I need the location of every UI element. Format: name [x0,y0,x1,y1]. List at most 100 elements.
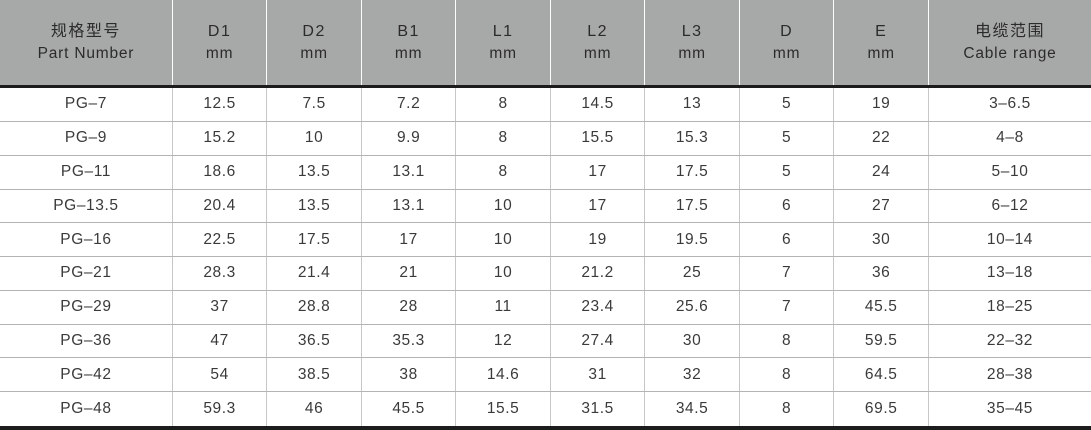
value-cell: 31 [549,357,645,393]
part-number-cell: PG–42 [0,357,173,393]
value-cell: 8 [738,357,834,393]
header-label-secondary: mm [300,44,328,62]
table-row: PG–11 18.6 13.5 13.1 8 17 17.5 5 24 5–10 [0,155,1091,190]
part-number-cell: PG–9 [0,121,173,156]
value-cell: 36 [833,256,929,291]
value-cell: 7.5 [266,86,362,123]
header-label-primary: L3 [681,22,703,40]
value-cell: 13–18 [927,256,1091,291]
value-cell: 21.2 [549,256,645,291]
value-cell: 20.4 [171,189,267,224]
table-row: PG–9 15.2 10 9.9 8 15.5 15.3 5 22 4–8 [0,121,1091,156]
part-number-cell: PG–36 [0,324,173,359]
header-label-secondary: Cable range [963,44,1057,62]
value-cell: 22 [833,121,929,156]
value-cell: 5–10 [927,155,1091,190]
value-cell: 30 [833,222,929,258]
value-cell: 47 [171,324,267,359]
part-number-cell: PG–16 [0,222,173,258]
value-cell: 12 [455,324,551,359]
table-row: PG–16 22.5 17.5 17 10 19 19.5 6 30 10–14 [0,222,1091,258]
header-cell-d2: D2 mm [266,0,362,88]
value-cell: 28–38 [927,357,1091,393]
value-cell: 19 [833,86,929,123]
header-label-primary: 规格型号 [50,22,121,40]
header-cell-b1: B1 mm [360,0,456,88]
value-cell: 13 [644,86,740,123]
part-number-cell: PG–48 [0,391,173,430]
value-cell: 13.5 [266,155,362,190]
part-number-cell: PG–13.5 [0,189,173,224]
value-cell: 5 [738,155,834,190]
header-label-secondary: Part Number [37,44,135,62]
value-cell: 25.6 [644,290,740,325]
value-cell: 35–45 [927,391,1091,430]
value-cell: 10 [455,189,551,224]
value-cell: 15.3 [644,121,740,156]
header-label-primary: 电缆范围 [974,22,1045,40]
header-row: 规格型号 Part Number D1 mm D2 mm B1 mm L1 mm L2 mm L3 mm D… [0,0,1091,88]
value-cell: 22–32 [927,324,1091,359]
value-cell: 7 [738,290,834,325]
header-label-secondary: mm [205,44,234,62]
value-cell: 8 [455,86,551,123]
value-cell: 15.5 [455,391,551,430]
value-cell: 4–8 [927,121,1091,156]
header-label-primary: L1 [492,22,514,40]
value-cell: 45.5 [833,290,929,325]
value-cell: 7.2 [360,86,456,123]
value-cell: 23.4 [549,290,645,325]
value-cell: 17 [549,189,645,224]
value-cell: 13.1 [360,189,456,224]
value-cell: 35.3 [360,324,456,359]
value-cell: 15.5 [549,121,645,156]
header-label-secondary: mm [867,44,895,62]
value-cell: 10–14 [927,222,1091,258]
value-cell: 32 [644,357,740,393]
spec-table-body: PG–7 12.5 7.5 7.2 8 14.5 13 5 19 3–6.5 PG–9 15.2 10 9… [0,86,1091,430]
value-cell: 11 [455,290,551,325]
part-number-cell: PG–11 [0,155,173,190]
value-cell: 14.5 [549,86,645,123]
value-cell: 45.5 [360,391,456,430]
table-row: PG–36 47 36.5 35.3 12 27.4 30 8 59.5 22–32 [0,324,1091,359]
value-cell: 3–6.5 [927,86,1091,123]
value-cell: 27.4 [549,324,645,359]
value-cell: 17 [360,222,456,258]
value-cell: 34.5 [644,391,740,430]
value-cell: 30 [644,324,740,359]
value-cell: 17.5 [266,222,362,258]
value-cell: 5 [738,121,834,156]
value-cell: 5 [738,86,834,123]
value-cell: 28 [360,290,456,325]
value-cell: 46 [266,391,362,430]
value-cell: 8 [738,391,834,430]
value-cell: 19.5 [644,222,740,258]
header-cell-l2: L2 mm [549,0,645,88]
value-cell: 12.5 [171,86,267,123]
value-cell: 38.5 [266,357,362,393]
value-cell: 21 [360,256,456,291]
header-label-primary: D2 [302,22,326,40]
value-cell: 37 [171,290,267,325]
value-cell: 13.1 [360,155,456,190]
value-cell: 21.4 [266,256,362,291]
value-cell: 17.5 [644,189,740,224]
spec-table-header: 规格型号 Part Number D1 mm D2 mm B1 mm L1 mm L2 mm L3 mm D… [0,0,1091,88]
table-row: PG–42 54 38.5 38 14.6 31 32 8 64.5 28–38 [0,357,1091,393]
value-cell: 18.6 [171,155,267,190]
value-cell: 28.8 [266,290,362,325]
table-row: PG–29 37 28.8 28 11 23.4 25.6 7 45.5 18–25 [0,290,1091,325]
value-cell: 8 [455,155,551,190]
part-number-cell: PG–29 [0,290,173,325]
value-cell: 8 [455,121,551,156]
value-cell: 19 [549,222,645,258]
header-cell-cable-range: 电缆范围 Cable range [927,0,1091,88]
header-label-primary: D [780,22,794,40]
value-cell: 64.5 [833,357,929,393]
table-row: PG–21 28.3 21.4 21 10 21.2 25 7 36 13–18 [0,256,1091,291]
header-label-primary: L2 [587,22,609,40]
